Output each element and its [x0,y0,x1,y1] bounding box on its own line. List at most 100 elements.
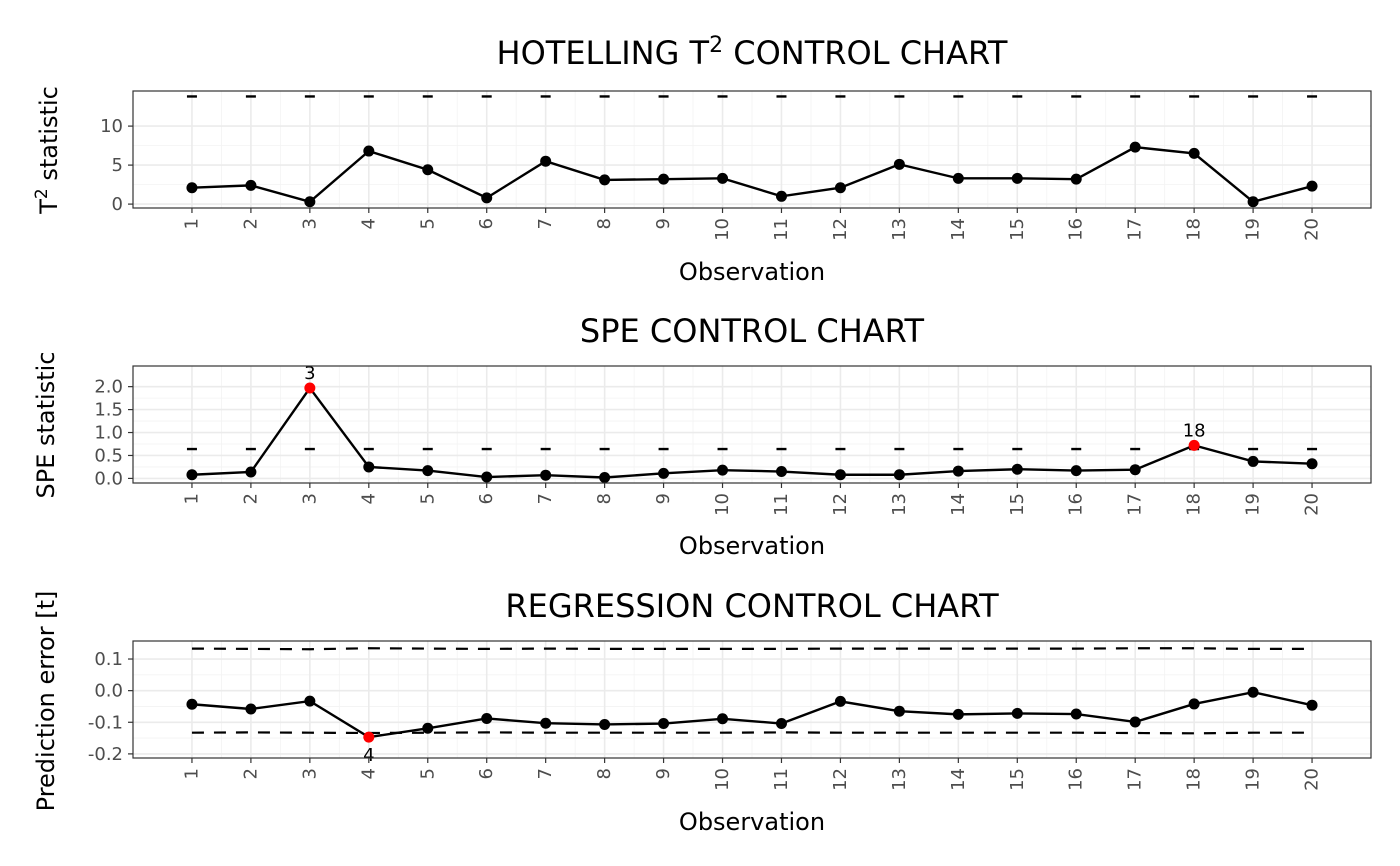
x-tick-label: 8 [594,218,615,229]
x-axis-label: Observation [679,532,825,560]
x-tick-label: 17 [1125,218,1146,241]
data-point [540,717,552,729]
data-point [481,471,493,483]
data-point [717,713,729,725]
data-point [304,695,316,707]
y-tick-label: 1.0 [94,423,123,444]
x-tick-label: 6 [476,493,497,504]
data-point [658,718,670,730]
hotelling-t2-chart: HOTELLING T2 CONTROL CHART T2 statistic … [32,33,1372,286]
flagged-data-point [304,382,316,394]
chart-title: SPE CONTROL CHART [580,312,925,350]
x-tick-label: 16 [1066,218,1087,241]
data-point [893,469,905,481]
data-point [952,172,964,184]
data-point [1011,707,1023,719]
x-tick-label: 4 [358,768,379,779]
data-point [717,172,729,184]
x-tick-label: 11 [771,493,792,516]
data-point [1306,699,1318,711]
y-tick-label: 0.0 [94,681,123,702]
x-tick-label: 8 [594,768,615,779]
y-tick-label: -0.1 [88,712,123,733]
x-tick-label: 10 [712,768,733,791]
point-label: 4 [363,745,374,766]
x-tick-label: 6 [476,768,497,779]
x-tick-label: 17 [1125,493,1146,516]
data-point [186,469,198,481]
data-point [245,703,257,715]
data-point [481,192,493,204]
x-tick-label: 4 [358,218,379,229]
x-tick-label: 20 [1302,218,1323,241]
y-tick-label: 0 [112,194,123,215]
x-tick-label: 18 [1184,768,1205,791]
upper-limit-line [191,647,1313,651]
data-point [599,471,611,483]
x-tick-label: 20 [1302,768,1323,791]
x-tick-label: 15 [1007,768,1028,791]
x-tick-label: 7 [535,493,556,504]
x-tick-label: 3 [299,493,320,504]
data-point [1129,716,1141,728]
data-point [1247,196,1259,208]
x-tick-label: 13 [889,493,910,516]
data-point [1070,465,1082,477]
x-tick-label: 3 [299,768,320,779]
y-tick-label: 2.0 [94,377,123,398]
x-tick-label: 20 [1302,493,1323,516]
series-line [191,145,1313,204]
data-point [1011,172,1023,184]
y-tick-label: 0.5 [94,445,123,466]
x-tick-label: 18 [1184,218,1205,241]
x-tick-label: 19 [1243,768,1264,791]
x-tick-label: 7 [535,768,556,779]
y-axis-label: Prediction error [t] [32,591,60,812]
flagged-data-point [363,731,375,743]
data-point [1188,698,1200,710]
x-tick-label: 4 [358,493,379,504]
data-point [363,145,375,157]
point-label: 3 [304,363,315,384]
plot-panel [132,365,1372,484]
data-point [1306,180,1318,192]
x-tick-label: 5 [417,218,438,229]
data-point [540,469,552,481]
plot-panel [132,90,1372,209]
x-tick-label: 12 [830,218,851,241]
y-tick-label: -0.2 [88,744,123,765]
data-point [422,164,434,176]
chart-title: HOTELLING T2 CONTROL CHART [497,33,1008,72]
x-tick-label: 15 [1007,218,1028,241]
data-point [245,179,257,191]
x-tick-label: 19 [1243,493,1264,516]
x-tick-label: 15 [1007,493,1028,516]
x-tick-label: 7 [535,218,556,229]
x-tick-label: 6 [476,218,497,229]
data-point [245,466,257,478]
data-point [1247,455,1259,467]
x-axis-label: Observation [679,808,825,836]
x-tick-label: 2 [240,768,261,779]
data-point [422,465,434,477]
x-tick-label: 1 [181,768,202,779]
data-point [834,695,846,707]
y-axis-label: T2 statistic [32,86,63,215]
data-point [540,155,552,167]
data-point [775,466,787,478]
y-axis-label: SPE statistic [32,352,60,499]
data-point [1070,173,1082,185]
data-point [834,469,846,481]
x-axis-label: Observation [679,258,825,286]
data-point [599,718,611,730]
data-point [1011,463,1023,475]
data-point [952,708,964,720]
x-tick-label: 18 [1184,493,1205,516]
x-tick-label: 19 [1243,218,1264,241]
point-label: 18 [1183,420,1206,441]
spe-chart: SPE CONTROL CHART SPE statistic Observat… [32,312,1372,560]
x-tick-label: 3 [299,218,320,229]
x-tick-label: 13 [889,218,910,241]
x-tick-label: 14 [948,218,969,241]
x-tick-label: 12 [830,493,851,516]
